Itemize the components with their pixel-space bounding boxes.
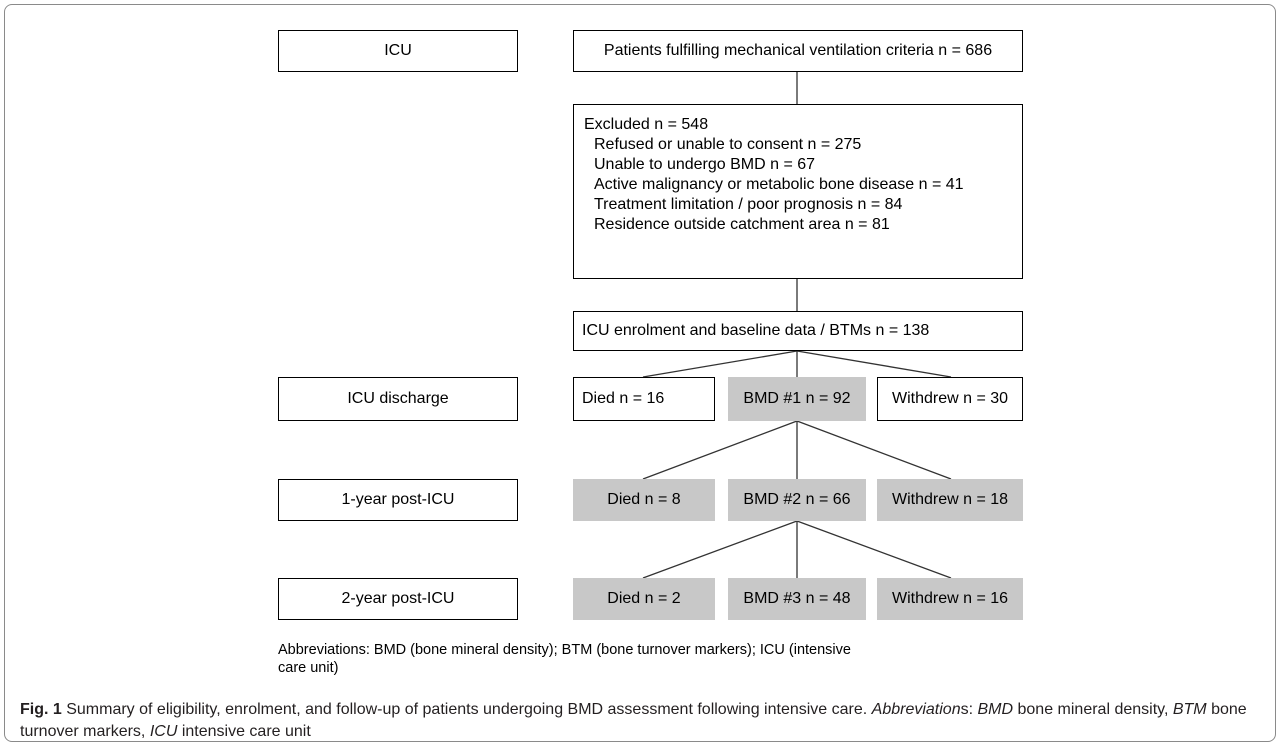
year2-withdrew-text: Withdrew n = 16	[892, 589, 1008, 609]
year1-died-box: Died n = 8	[573, 479, 715, 521]
caption-icu-term: ICU	[150, 723, 178, 740]
discharge-bmd-text: BMD #1 n = 92	[743, 389, 850, 409]
year2-bmd-box: BMD #3 n = 48	[728, 578, 866, 620]
enrolment-box: ICU enrolment and baseline data / BTMs n…	[573, 311, 1023, 351]
year1-bmd-box: BMD #2 n = 66	[728, 479, 866, 521]
year1-withdrew-box: Withdrew n = 18	[877, 479, 1023, 521]
excluded-item: Residence outside catchment area n = 81	[584, 215, 1012, 235]
excluded-item: Treatment limitation / poor prognosis n …	[584, 195, 1012, 215]
discharge-died-box: Died n = 16	[573, 377, 715, 421]
caption-abbr-word: Abbreviation	[872, 701, 961, 718]
excluded-item: Unable to undergo BMD n = 67	[584, 155, 1012, 175]
stage-one-year: 1-year post-ICU	[278, 479, 518, 521]
connector-bmd2-withdrew	[797, 521, 951, 578]
abbreviations-note: Abbreviations: BMD (bone mineral density…	[278, 641, 858, 677]
discharge-died-text: Died n = 16	[582, 389, 664, 409]
stage-two-year-label: 2-year post-ICU	[342, 589, 455, 609]
discharge-bmd-box: BMD #1 n = 92	[728, 377, 866, 421]
connector-bmd1-withdrew	[797, 421, 951, 479]
fulfilling-criteria-box: Patients fulfilling mechanical ventilati…	[573, 30, 1023, 72]
caption-bmd-def: bone mineral density,	[1013, 701, 1173, 718]
year2-died-text: Died n = 2	[607, 589, 680, 609]
stage-icu-discharge: ICU discharge	[278, 377, 518, 421]
discharge-withdrew-text: Withdrew n = 30	[892, 389, 1008, 409]
caption-abbr-suffix: s:	[961, 701, 978, 718]
fulfilling-criteria-text: Patients fulfilling mechanical ventilati…	[604, 41, 992, 61]
year1-bmd-text: BMD #2 n = 66	[743, 490, 850, 510]
caption-icu-def: intensive care unit	[177, 723, 310, 740]
stage-icu-label: ICU	[384, 41, 412, 61]
year1-withdrew-text: Withdrew n = 18	[892, 490, 1008, 510]
caption-bmd-term: BMD	[978, 701, 1014, 718]
year2-bmd-text: BMD #3 n = 48	[743, 589, 850, 609]
stage-one-year-label: 1-year post-ICU	[342, 490, 455, 510]
enrolment-text: ICU enrolment and baseline data / BTMs n…	[582, 321, 929, 341]
caption-text: Summary of eligibility, enrolment, and f…	[62, 701, 872, 718]
figure-caption: Fig. 1 Summary of eligibility, enrolment…	[20, 699, 1270, 743]
connector-enrolment-died	[643, 351, 797, 377]
connector-bmd1-died	[643, 421, 797, 479]
excluded-item: Refused or unable to consent n = 275	[584, 135, 1012, 155]
caption-label: Fig. 1	[20, 701, 62, 718]
year2-withdrew-box: Withdrew n = 16	[877, 578, 1023, 620]
connector-enrolment-withdrew	[797, 351, 951, 377]
discharge-withdrew-box: Withdrew n = 30	[877, 377, 1023, 421]
excluded-title: Excluded n = 548	[584, 115, 1012, 135]
stage-icu-discharge-label: ICU discharge	[347, 389, 448, 409]
stage-two-year: 2-year post-ICU	[278, 578, 518, 620]
caption-btm-term: BTM	[1173, 701, 1207, 718]
year1-died-text: Died n = 8	[607, 490, 680, 510]
connector-bmd2-died	[643, 521, 797, 578]
excluded-item: Active malignancy or metabolic bone dise…	[584, 175, 1012, 195]
stage-icu: ICU	[278, 30, 518, 72]
year2-died-box: Died n = 2	[573, 578, 715, 620]
excluded-box: Excluded n = 548 Refused or unable to co…	[573, 104, 1023, 279]
